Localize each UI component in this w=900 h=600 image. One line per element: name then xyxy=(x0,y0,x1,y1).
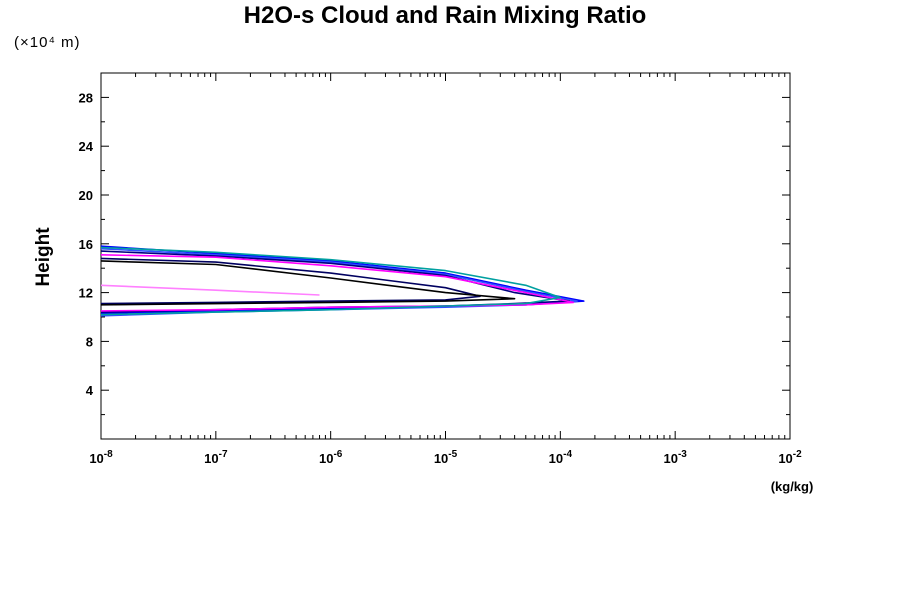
x-tick-label: 10-2 xyxy=(778,449,802,466)
plot-area: 10-8 10-7 10-6 10-5 10-4 10-3 10-2 4 8 12 16 20 24 28 xyxy=(79,72,802,466)
series-line-7 xyxy=(100,284,320,296)
y-axis-unit: (×10⁴ m) xyxy=(14,34,81,51)
x-tick-label: 10-6 xyxy=(319,449,343,466)
x-axis-unit-label: (kg/kg) xyxy=(771,479,814,494)
chart-title: H2O-s Cloud and Rain Mixing Ratio xyxy=(243,2,647,29)
series-line-5 xyxy=(100,246,562,316)
x-tick-label: 10-4 xyxy=(549,449,573,466)
series-line-8 xyxy=(100,260,516,306)
y-tick-label: 12 xyxy=(79,286,93,301)
x-tick-label: 10-8 xyxy=(89,449,113,466)
y-tick-label: 16 xyxy=(79,237,93,252)
x-tick-label: 10-3 xyxy=(663,449,687,466)
y-tick-label: 24 xyxy=(79,139,94,154)
series-line-1 xyxy=(100,245,585,315)
y-axis-label: Height xyxy=(33,227,54,287)
x-tick-label: 10-7 xyxy=(204,449,228,466)
y-tick-label: 20 xyxy=(79,188,93,203)
y-tick-label: 4 xyxy=(86,383,94,398)
series-line-4 xyxy=(100,254,575,312)
series-line-6 xyxy=(100,257,481,305)
y-tick-label: 8 xyxy=(86,334,93,349)
y-tick-label: 28 xyxy=(79,90,93,105)
x-tick-label: 10-5 xyxy=(434,449,458,466)
